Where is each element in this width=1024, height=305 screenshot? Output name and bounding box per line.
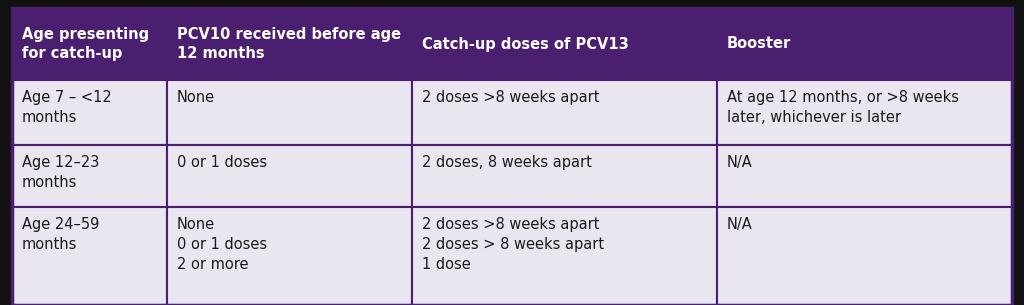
Text: None: None [177, 90, 215, 105]
Bar [412, 207, 717, 305]
Bar [717, 145, 1012, 207]
Bar [167, 207, 412, 305]
Text: PCV10 received before age
12 months: PCV10 received before age 12 months [177, 27, 401, 61]
Bar [12, 207, 167, 305]
Text: Booster: Booster [727, 37, 792, 52]
Text: 2 doses >8 weeks apart: 2 doses >8 weeks apart [422, 90, 599, 105]
Bar [12, 80, 167, 145]
Text: None
0 or 1 doses
2 or more: None 0 or 1 doses 2 or more [177, 217, 267, 271]
Text: 2 doses >8 weeks apart
2 doses > 8 weeks apart
1 dose: 2 doses >8 weeks apart 2 doses > 8 weeks… [422, 217, 604, 271]
Text: N/A: N/A [727, 155, 753, 170]
Bar [717, 8, 1012, 80]
Bar [412, 8, 717, 80]
Text: Age presenting
for catch-up: Age presenting for catch-up [22, 27, 150, 61]
Bar [12, 8, 167, 80]
Text: Age 12–23
months: Age 12–23 months [22, 155, 99, 190]
Bar [412, 80, 717, 145]
Bar [412, 145, 717, 207]
Text: Age 24–59
months: Age 24–59 months [22, 217, 99, 252]
Text: N/A: N/A [727, 217, 753, 232]
Text: Age 7 – <12
months: Age 7 – <12 months [22, 90, 112, 125]
Text: 0 or 1 doses: 0 or 1 doses [177, 155, 267, 170]
Bar [12, 145, 167, 207]
Text: Catch-up doses of PCV13: Catch-up doses of PCV13 [422, 37, 629, 52]
Bar [167, 145, 412, 207]
Bar [717, 80, 1012, 145]
Text: 2 doses, 8 weeks apart: 2 doses, 8 weeks apart [422, 155, 592, 170]
Bar [717, 207, 1012, 305]
Text: At age 12 months, or >8 weeks
later, whichever is later: At age 12 months, or >8 weeks later, whi… [727, 90, 959, 125]
Bar [167, 8, 412, 80]
Bar [167, 80, 412, 145]
